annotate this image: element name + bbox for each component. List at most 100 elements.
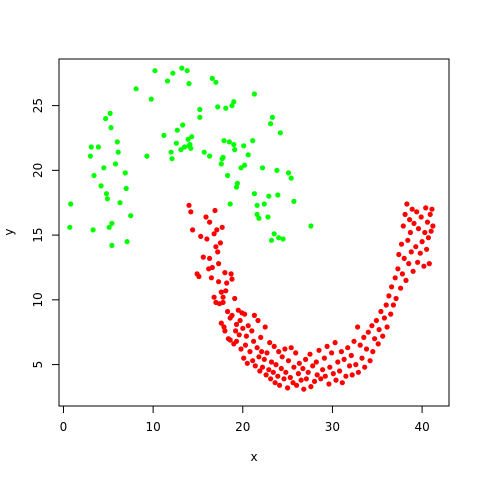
series-1-point-135 — [349, 372, 355, 378]
series-1-point-29 — [220, 299, 226, 305]
series-1-point-199 — [430, 223, 436, 229]
series-0-point-54 — [218, 161, 224, 167]
series-0-point-5 — [90, 227, 96, 233]
series-1-point-195 — [426, 261, 432, 267]
series-0-point-34 — [174, 127, 180, 133]
series-1-point-163 — [393, 295, 399, 302]
series-1-point-133 — [346, 363, 353, 369]
series-0-point-45 — [189, 134, 195, 140]
series-1-point-126 — [335, 359, 341, 365]
series-1-point-13 — [209, 264, 215, 271]
series-1-point-32 — [222, 328, 228, 334]
series-0-point-72 — [250, 138, 256, 144]
series-1-point-186 — [417, 250, 423, 256]
series-0-point-67 — [234, 180, 240, 186]
series-1-point-138 — [355, 324, 361, 330]
series-1-point-118 — [322, 373, 328, 379]
series-1-point-113 — [314, 372, 320, 378]
series-1-point-50 — [238, 346, 244, 352]
series-1-point-197 — [428, 228, 434, 234]
series-1-point-12 — [208, 275, 214, 281]
series-1-point-97 — [291, 364, 297, 370]
series-1-point-137 — [353, 362, 359, 368]
series-1-point-169 — [400, 223, 406, 229]
series-1-point-22 — [216, 261, 222, 267]
series-1-point-101 — [296, 360, 302, 366]
series-1-point-167 — [398, 241, 405, 247]
series-0-point-63 — [231, 99, 237, 105]
series-1-point-172 — [403, 277, 409, 283]
series-1-point-60 — [249, 328, 255, 334]
series-0-point-41 — [185, 136, 191, 142]
series-1-point-182 — [413, 244, 419, 250]
series-0-point-69 — [241, 143, 247, 149]
series-1-point-82 — [272, 380, 278, 386]
series-1-point-67 — [256, 354, 262, 360]
series-1-point-58 — [245, 323, 251, 329]
series-1-point-131 — [343, 373, 349, 379]
series-1-point-45 — [233, 321, 240, 327]
series-1-point-70 — [259, 349, 265, 355]
series-1-point-74 — [263, 372, 269, 378]
series-1-point-66 — [255, 317, 261, 324]
series-1-point-4 — [196, 273, 202, 280]
series-1-point-57 — [244, 360, 250, 366]
series-0-point-27 — [148, 96, 154, 102]
series-0-point-47 — [197, 106, 203, 113]
series-0-point-11 — [104, 196, 110, 202]
series-1-point-168 — [399, 271, 405, 277]
series-0-point-28 — [144, 153, 150, 159]
series-1-point-129 — [339, 380, 345, 386]
series-0-point-66 — [233, 184, 240, 190]
series-1-point-15 — [211, 294, 217, 300]
series-0-point-26 — [152, 68, 158, 74]
series-1-point-146 — [367, 358, 373, 364]
series-1-point-96 — [290, 380, 296, 386]
series-0-point-23 — [124, 239, 130, 245]
series-1-point-33 — [223, 288, 229, 294]
series-0-point-94 — [308, 223, 314, 229]
series-1-point-139 — [355, 369, 361, 375]
series-1-point-193 — [424, 219, 431, 225]
series-1-point-181 — [411, 220, 417, 226]
plot-frame — [58, 58, 450, 407]
series-1-point-89 — [281, 376, 287, 382]
series-1-point-120 — [326, 381, 332, 387]
series-1-point-184 — [415, 259, 421, 265]
series-1-point-59 — [247, 349, 253, 355]
series-0-point-59 — [225, 172, 231, 179]
axes-layer: 0 10 20 30 40 5 10 15 20 25 — [31, 98, 430, 434]
series-0-point-83 — [269, 114, 275, 120]
series-1-point-107 — [305, 369, 311, 375]
y-axis-title: y — [2, 228, 16, 235]
series-0-point-36 — [178, 147, 184, 153]
series-0-point-4 — [91, 172, 97, 179]
series-0-point-31 — [170, 70, 176, 76]
series-1-point-35 — [225, 308, 231, 315]
series-1-point-106 — [303, 376, 309, 382]
series-1-point-165 — [396, 251, 402, 258]
series-0-point-6 — [95, 144, 101, 150]
series-0-point-17 — [112, 161, 119, 167]
series-1-point-7 — [203, 214, 209, 220]
series-1-point-20 — [215, 249, 221, 255]
series-1-point-152 — [376, 327, 382, 333]
series-0-point-20 — [117, 200, 123, 206]
series-1-point-112 — [313, 359, 319, 365]
series-0-point-1 — [67, 224, 73, 230]
series-0-point-81 — [266, 193, 272, 199]
series-1-point-94 — [287, 374, 293, 381]
series-1-point-19 — [214, 227, 220, 233]
series-1-point-119 — [324, 343, 330, 349]
series-0-point-77 — [256, 215, 262, 221]
series-1-point-114 — [316, 347, 322, 353]
series-1-point-121 — [327, 364, 333, 370]
series-1-point-180 — [410, 268, 416, 274]
series-1-point-141 — [359, 355, 365, 361]
series-1-point-98 — [293, 350, 299, 356]
series-1-point-21 — [216, 279, 222, 285]
series-1-point-87 — [278, 365, 284, 372]
series-1-point-103 — [300, 365, 306, 372]
series-1-point-16 — [212, 207, 218, 214]
x-tick-label-30: 30 — [325, 420, 340, 434]
